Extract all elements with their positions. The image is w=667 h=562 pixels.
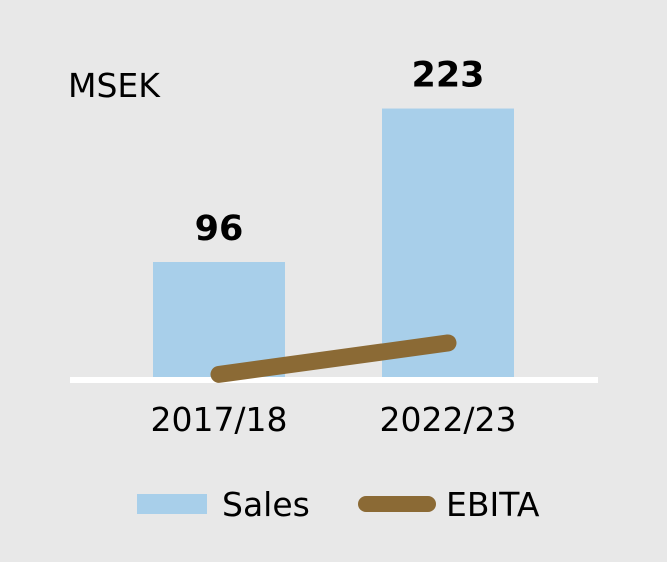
x-tick-2022-23: 2022/23 [379,400,516,439]
x-tick-labels: 2017/18 2022/23 [150,400,516,439]
bars-group [153,108,514,379]
value-labels-group: 96 223 [195,56,485,249]
value-label-2017-18: 96 [195,209,244,249]
bar-sales-2017-18 [153,262,285,378]
legend-label-ebita: EBITA [446,485,540,524]
value-label-2022-23: 223 [411,56,484,96]
legend-swatch-sales [137,494,207,514]
bar-sales-2022-23 [382,108,514,379]
legend: Sales EBITA [137,485,540,524]
unit-label: MSEK [68,66,161,105]
x-tick-2017-18: 2017/18 [150,400,287,439]
ebita-line [210,334,457,383]
ebita-line-group [210,334,457,383]
legend-label-sales: Sales [222,485,310,524]
